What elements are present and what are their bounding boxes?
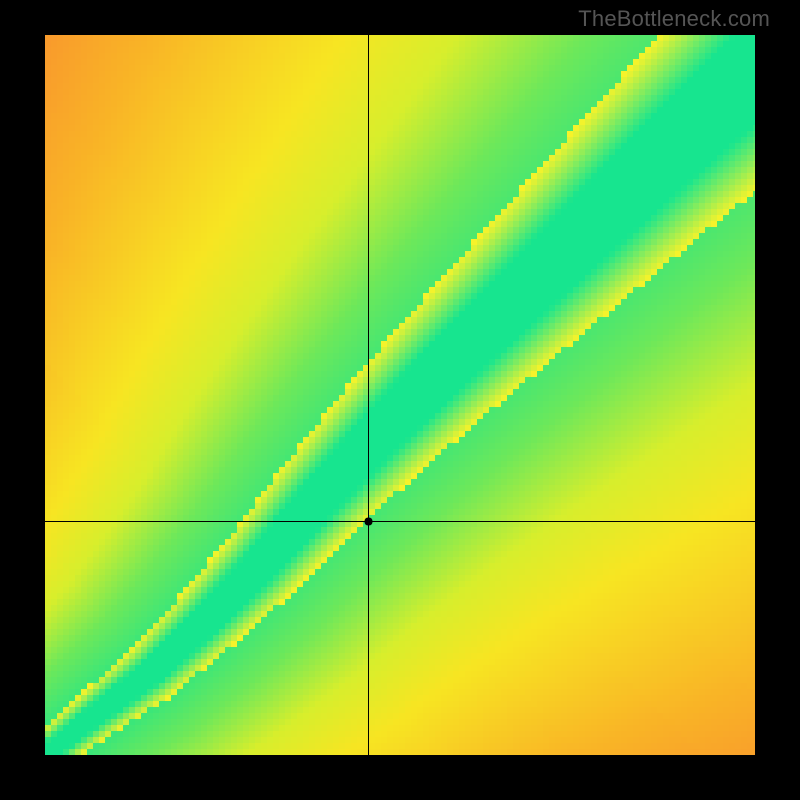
- heatmap-canvas: [45, 35, 755, 755]
- chart-container: TheBottleneck.com: [0, 0, 800, 800]
- watermark-text: TheBottleneck.com: [578, 6, 770, 32]
- plot-area: [45, 35, 755, 755]
